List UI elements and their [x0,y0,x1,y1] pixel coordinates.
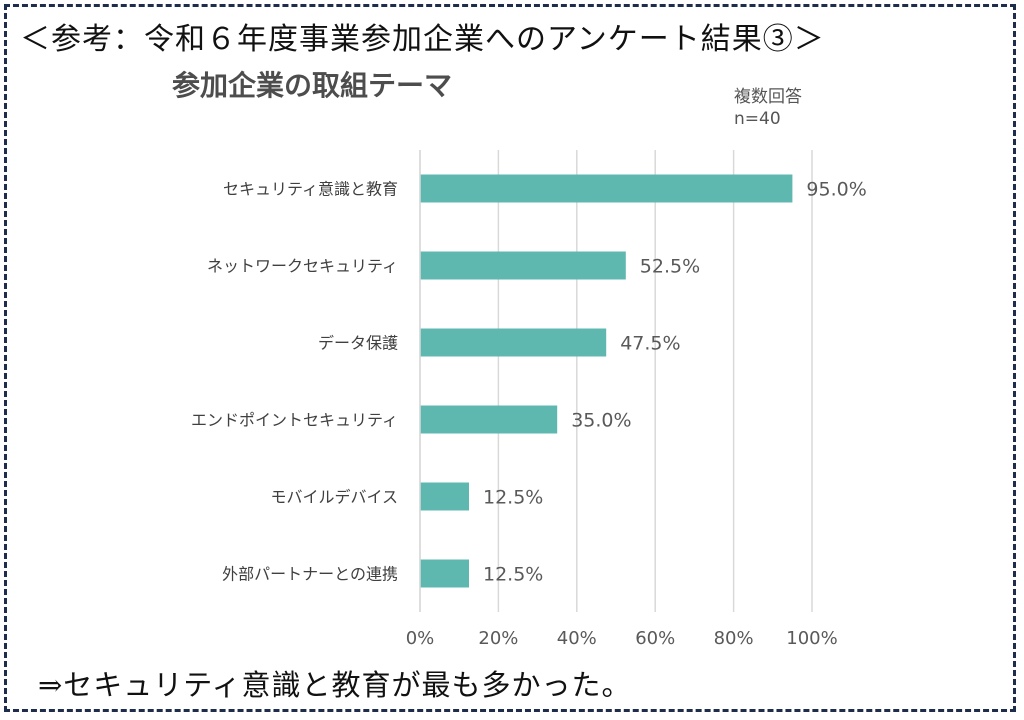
bar [420,405,558,434]
data-label: 95.0% [806,179,866,201]
category-label: ネットワークセキュリティ [207,257,398,276]
page-title: ＜参考：令和６年度事業参加企業へのアンケート結果③＞ [20,22,825,57]
x-tick-label: 0% [406,628,435,649]
x-tick-label: 100% [786,628,837,649]
bar [420,251,626,280]
x-tick-label: 60% [635,628,675,649]
data-label: 52.5% [640,256,700,278]
chart-title: 参加企業の取組テーマ [172,69,453,102]
x-tick-label: 80% [714,628,754,649]
chart-note: 複数回答 n=40 [734,86,802,130]
chart-note-line-1: 複数回答 [734,87,802,107]
category-label: モバイルデバイス [270,488,398,507]
bar [420,559,469,588]
category-label: データ保護 [318,334,398,353]
conclusion-text: ⇒セキュリティ意識と教育が最も多かった。 [38,668,632,702]
x-tick-label: 20% [478,628,518,649]
chart-panel [158,58,863,662]
data-label: 47.5% [620,333,680,355]
category-label: 外部パートナーとの連携 [222,565,398,584]
data-label: 12.5% [483,487,543,509]
chart-note-line-2: n=40 [734,109,781,129]
bar [420,174,793,203]
category-label: セキュリティ意識と教育 [223,180,398,199]
x-tick-label: 40% [557,628,597,649]
data-label: 35.0% [571,410,631,432]
category-label: エンドポイントセキュリティ [191,411,398,430]
data-label: 12.5% [483,564,543,586]
bar [420,482,469,511]
bar [420,328,607,357]
